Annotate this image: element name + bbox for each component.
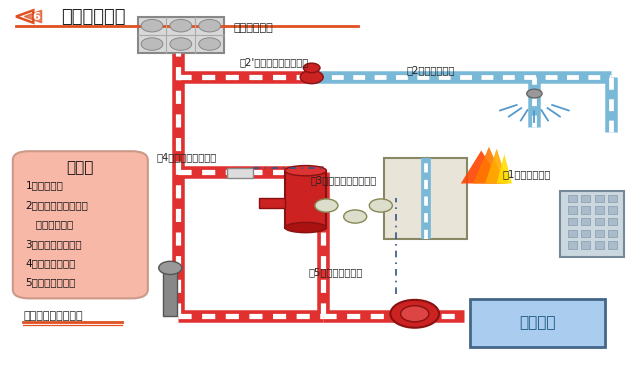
Text: 第3步：湿式报警阀动作: 第3步：湿式报警阀动作 — [310, 175, 377, 185]
Text: 1、发生火灾: 1、发生火灾 — [26, 180, 63, 190]
Text: 6: 6 — [32, 11, 40, 22]
FancyBboxPatch shape — [13, 151, 148, 298]
FancyBboxPatch shape — [560, 191, 624, 257]
Circle shape — [141, 19, 163, 32]
Text: 2、喷头爆破，同时水: 2、喷头爆破，同时水 — [26, 200, 88, 210]
Text: 湿式系统启泵示意图: 湿式系统启泵示意图 — [23, 310, 83, 321]
Text: 消防水池: 消防水池 — [519, 316, 556, 330]
Circle shape — [300, 70, 323, 84]
Bar — [581, 206, 590, 214]
Ellipse shape — [285, 166, 326, 176]
Bar — [581, 230, 590, 237]
FancyBboxPatch shape — [470, 299, 605, 347]
Circle shape — [303, 63, 320, 73]
Bar — [595, 230, 604, 237]
Bar — [608, 218, 617, 225]
Text: 5、启动消防水泵: 5、启动消防水泵 — [26, 277, 76, 288]
FancyBboxPatch shape — [285, 171, 326, 228]
Polygon shape — [473, 147, 505, 184]
Bar — [568, 206, 577, 214]
Circle shape — [170, 38, 192, 50]
Ellipse shape — [285, 222, 326, 233]
Bar — [581, 195, 590, 202]
Bar — [595, 218, 604, 225]
Text: 第5步：消防泵启动: 第5步：消防泵启动 — [308, 267, 363, 277]
Circle shape — [369, 199, 392, 212]
FancyBboxPatch shape — [384, 158, 467, 239]
Circle shape — [315, 199, 338, 212]
Bar — [568, 241, 577, 249]
Circle shape — [390, 300, 439, 328]
Bar — [595, 241, 604, 249]
Bar — [568, 230, 577, 237]
Circle shape — [159, 261, 182, 275]
Bar — [163, 272, 177, 316]
Circle shape — [401, 306, 429, 322]
Bar — [595, 206, 604, 214]
Polygon shape — [461, 150, 502, 184]
Text: 高位消防水箱: 高位消防水箱 — [234, 22, 273, 33]
FancyBboxPatch shape — [259, 199, 285, 208]
Text: 4、压力开关动作: 4、压力开关动作 — [26, 258, 76, 268]
Polygon shape — [497, 154, 512, 184]
FancyBboxPatch shape — [227, 168, 253, 178]
Bar — [581, 218, 590, 225]
Text: 第1步：火灾发生: 第1步：火灾发生 — [502, 169, 551, 179]
Bar — [608, 230, 617, 237]
Text: 消防水泵启动: 消防水泵启动 — [61, 7, 125, 26]
Text: 第2'步：水流指示器动作: 第2'步：水流指示器动作 — [240, 57, 309, 68]
Text: 流指示器动作: 流指示器动作 — [26, 219, 73, 229]
Circle shape — [199, 38, 220, 50]
Text: 第2步：喷头动作: 第2步：喷头动作 — [406, 65, 455, 75]
Circle shape — [527, 89, 542, 98]
Polygon shape — [24, 10, 42, 23]
Circle shape — [170, 19, 192, 32]
Text: 3、湿式报警阀动作: 3、湿式报警阀动作 — [26, 239, 82, 249]
Bar — [608, 206, 617, 214]
Bar — [581, 241, 590, 249]
Circle shape — [344, 210, 367, 223]
Circle shape — [141, 38, 163, 50]
Text: 第4步：压力开关动作: 第4步：压力开关动作 — [157, 152, 217, 162]
Bar — [568, 218, 577, 225]
Bar — [595, 195, 604, 202]
FancyBboxPatch shape — [138, 17, 224, 53]
Bar — [568, 195, 577, 202]
Bar — [608, 195, 617, 202]
Bar — [608, 241, 617, 249]
Polygon shape — [485, 149, 508, 184]
Text: 步骤：: 步骤： — [67, 161, 94, 175]
Circle shape — [199, 19, 220, 32]
